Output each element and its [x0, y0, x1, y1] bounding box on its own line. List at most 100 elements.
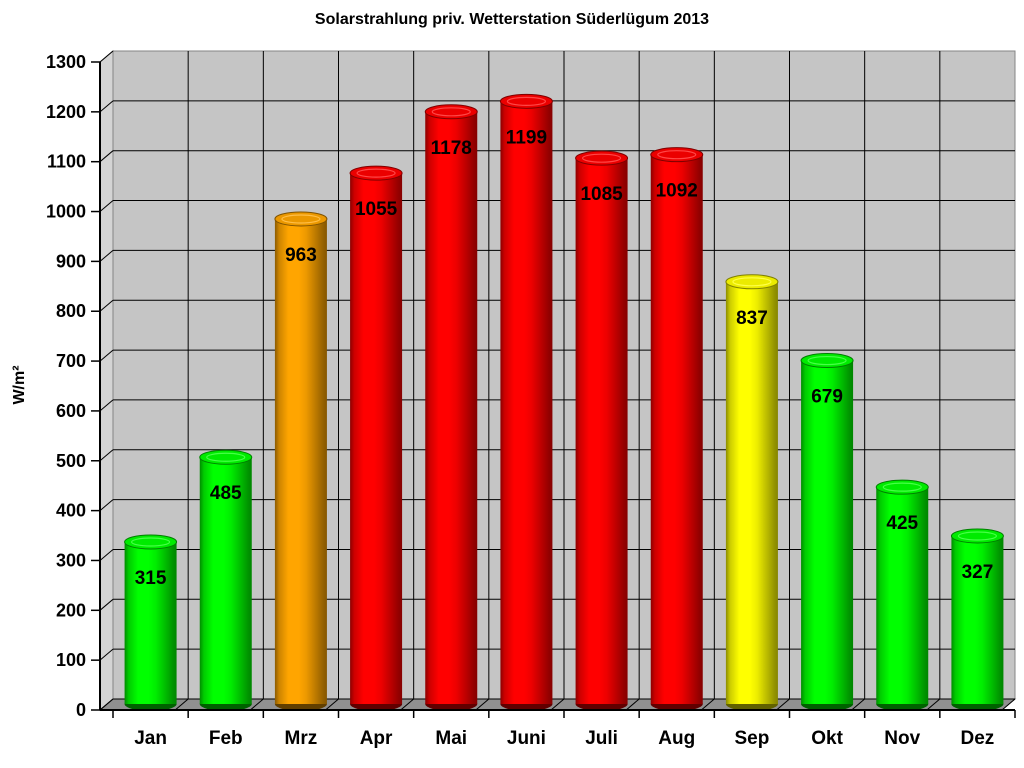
y-axis-label-500: 500 — [56, 451, 86, 471]
x-axis-label-aug: Aug — [658, 728, 695, 749]
bar-top-highlight — [281, 214, 321, 224]
bar-body — [650, 154, 703, 704]
bar-mrz: 963 — [274, 211, 328, 711]
bar-value: 679 — [811, 387, 843, 408]
bar-body — [725, 281, 778, 704]
floor-hatch — [625, 698, 640, 711]
floor-hatch — [250, 698, 264, 711]
x-axis-label-dez: Dez — [961, 728, 995, 749]
depth-hatch — [99, 549, 114, 561]
bar-top — [875, 479, 929, 495]
bar-top-highlight — [957, 531, 998, 541]
bar-value: 485 — [210, 483, 242, 504]
bar-top-highlight — [506, 96, 547, 106]
y-axis-label-200: 200 — [56, 600, 86, 620]
depth-hatch — [99, 349, 114, 362]
depth-hatch — [99, 299, 114, 312]
gridlines — [113, 51, 1015, 700]
bar-body — [801, 360, 854, 704]
y-axis-label-800: 800 — [56, 301, 86, 321]
depth-hatch — [99, 50, 114, 63]
bar-top — [349, 165, 403, 181]
y-axis-label-300: 300 — [56, 550, 86, 570]
floor-hatch — [851, 698, 865, 711]
floor-hatch — [701, 698, 715, 711]
bar-okt: 679 — [800, 353, 854, 711]
bar-mai: 1178 — [424, 104, 478, 711]
bar-value: 1178 — [431, 138, 472, 159]
bar-apr: 1055 — [349, 165, 403, 711]
bar-body — [124, 541, 177, 704]
bar-body — [425, 111, 478, 704]
bar-body — [876, 487, 929, 704]
y-axis-label-1200: 1200 — [46, 102, 86, 122]
bar-top-highlight — [657, 150, 697, 160]
x-axis-label-nov: Nov — [884, 728, 920, 749]
bar-top-highlight — [431, 107, 471, 117]
depth-hatch — [99, 200, 114, 212]
y-axis-label-700: 700 — [56, 351, 86, 371]
floor-hatch — [475, 698, 490, 711]
floor-hatch — [174, 698, 189, 711]
bar-aug: 1092 — [650, 147, 704, 711]
bar-top — [650, 147, 704, 163]
y-axis-label-100: 100 — [56, 650, 86, 670]
x-axis-label-juli: Juli — [585, 728, 618, 749]
bar-top-highlight — [807, 355, 847, 366]
bars: 315 485 963 1055 1178 1199 1085 1092 837 679 425 32… — [124, 93, 1004, 711]
bar-jan: 315 — [124, 534, 178, 711]
bar-juli: 1085 — [575, 150, 629, 711]
bar-value: 837 — [736, 308, 768, 329]
y-axis-label-1300: 1300 — [46, 52, 86, 72]
depth-hatch — [99, 100, 114, 113]
depth-hatch — [99, 250, 114, 262]
bar-top — [199, 449, 253, 465]
bar-value: 963 — [285, 245, 317, 266]
y-axis-label-1000: 1000 — [46, 202, 86, 222]
x-axis-labels: Jan Feb Mrz Apr Mai Juni Juli Aug Sep Okt Nov Dez — [134, 728, 994, 749]
floor-hatch — [99, 698, 114, 711]
floor-hatch — [1001, 698, 1016, 711]
bar-body — [575, 158, 628, 704]
x-axis-label-sep: Sep — [734, 728, 769, 749]
bar-body — [500, 101, 553, 705]
bar-top-highlight — [206, 452, 246, 462]
bar-value: 327 — [962, 562, 994, 583]
bar-body — [199, 457, 252, 704]
x-axis — [99, 698, 1016, 718]
bar-body — [274, 218, 327, 704]
floor-hatch — [400, 698, 414, 711]
bar-nov: 425 — [875, 479, 929, 711]
side-wall — [99, 49, 114, 712]
bar-top — [800, 353, 854, 369]
y-axis-label-400: 400 — [56, 501, 86, 521]
bar-top — [424, 104, 478, 120]
x-axis-label-mrz: Mrz — [285, 728, 318, 749]
y-axis-label-900: 900 — [56, 251, 86, 271]
bar-top — [725, 274, 779, 290]
x-axis-label-apr: Apr — [360, 728, 393, 749]
bar-top-highlight — [732, 277, 772, 287]
bar-sep: 837 — [725, 274, 779, 711]
bar-top-highlight — [356, 168, 396, 178]
x-axis-label-juni: Juni — [507, 728, 546, 749]
bar-dez: 327 — [950, 528, 1004, 711]
bar-value: 1199 — [506, 127, 547, 148]
x-axis-label-feb: Feb — [209, 728, 243, 749]
floor-hatch — [550, 698, 565, 711]
bar-value: 1055 — [355, 199, 398, 220]
bar-top-highlight — [130, 537, 171, 547]
bar-body — [951, 536, 1004, 704]
depth-hatch — [99, 399, 114, 412]
bar-feb: 485 — [199, 449, 253, 711]
bar-top-highlight — [581, 153, 622, 163]
x-axis-label-okt: Okt — [811, 728, 843, 749]
bar-value: 425 — [886, 513, 918, 534]
bar-value: 315 — [135, 568, 167, 589]
bar-top — [950, 528, 1004, 544]
bar-top — [124, 534, 178, 550]
bar-juni: 1199 — [499, 93, 553, 711]
floor-hatch — [325, 698, 339, 711]
